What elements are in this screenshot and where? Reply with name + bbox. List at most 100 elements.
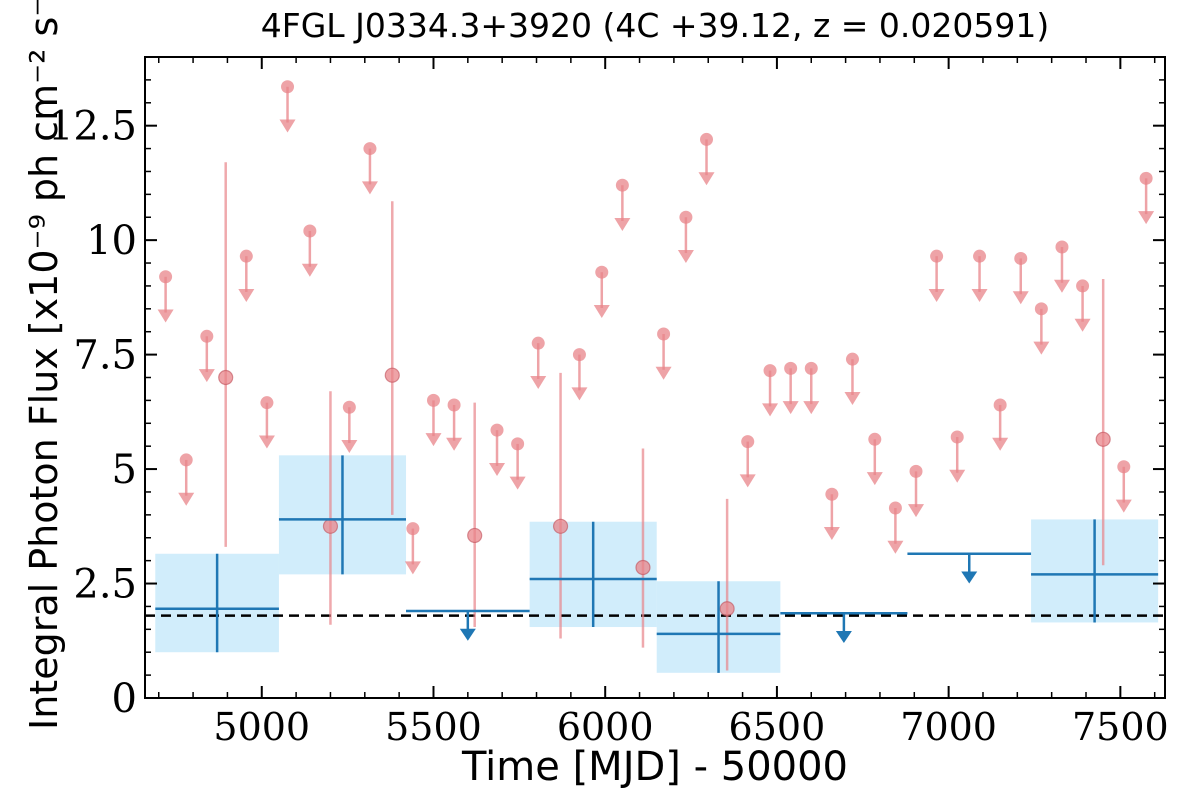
upper-limit-arrow [677,250,694,264]
upper-limit-arrow [593,304,610,318]
y-tick-label: 0 [112,676,137,722]
upper-limit-point [868,432,882,446]
detection-point [322,518,339,534]
upper-limit-arrow [614,217,631,231]
upper-limit-point [845,352,859,366]
upper-limit-arrow [803,401,820,415]
x-tick-label: 6500 [729,705,826,749]
upper-limit-point [447,398,461,412]
upper-limit-arrow [530,375,547,389]
axis-ticks: 5000 5500 6000 6500 7000 7500 0 2.5 5 7.5 10 12.5 [48,57,1169,749]
upper-limit-arrow [446,437,463,451]
detection-point [552,518,569,534]
upper-limit-point [200,329,214,343]
y-tick-label: 5 [112,447,137,493]
upper-limit-point [930,249,944,263]
upper-limit-arrow [157,309,174,323]
x-tick-label: 5000 [213,705,310,749]
detection-point [635,559,651,576]
upper-limit-point [1139,171,1153,185]
upper-limit-arrow [178,492,195,506]
upper-limit-point [1076,279,1090,293]
long-bin-arrow-head [961,571,978,584]
detection-point [384,367,400,383]
upper-limit-point [511,437,525,451]
upper-limit-point [303,224,317,238]
upper-limit-point [1014,251,1028,265]
upper-limit-point [1055,240,1069,254]
upper-limit-arrow [198,369,215,383]
upper-limit-arrow [698,172,715,186]
upper-limit-arrow [1115,499,1132,513]
upper-limit-arrow [301,263,318,277]
upper-limit-arrow [887,540,904,554]
upper-limit-arrow [971,288,988,302]
upper-limit-point [531,336,545,350]
upper-limit-arrow [1074,318,1091,332]
upper-limit-arrow [258,435,275,449]
upper-limit-arrow [1033,341,1050,355]
y-tick-label: 10 [86,218,137,264]
y-tick-label: 12.5 [48,104,137,150]
upper-limit-point [615,178,629,192]
upper-limit-point [281,80,295,94]
upper-limit-arrow [509,476,526,490]
x-axis-label: Time [MJD] - 50000 [461,744,849,790]
upper-limit-point [260,396,274,410]
upper-limit-point [179,453,193,467]
upper-limit-point [239,249,253,263]
upper-limit-point [804,361,818,375]
upper-limit-arrow [782,401,799,415]
upper-limit-arrow [361,181,378,195]
upper-limit-arrow [341,440,358,454]
upper-limit-point [159,270,173,284]
upper-limit-point [342,400,356,414]
detection-point [1095,431,1111,447]
upper-limit-arrow [425,433,442,447]
detection-point [467,527,483,544]
upper-limit-arrow [571,387,588,401]
upper-limit-point [1034,302,1048,316]
upper-limit-point [973,249,987,263]
upper-limit-point [657,327,671,341]
upper-limit-point [595,265,609,279]
short-bin-points [157,80,1155,671]
y-tick-label: 7.5 [73,333,137,379]
upper-limit-point [406,522,420,536]
upper-limit-arrow [823,527,840,541]
upper-limit-point [1117,460,1131,474]
x-tick-label: 5500 [385,705,482,749]
upper-limit-point [909,464,923,478]
y-axis-label: Integral Photon Flux [x10⁻⁹ ph cm⁻² s⁻¹] [22,0,66,730]
upper-limit-point [888,501,902,515]
upper-limit-point [572,348,586,362]
upper-limit-point [784,361,798,375]
upper-limit-point [763,364,777,378]
x-tick-label: 7500 [1072,705,1169,749]
upper-limit-arrow [908,504,925,518]
upper-limit-point [741,435,755,449]
upper-limit-arrow [762,403,779,417]
upper-limit-point [426,393,440,407]
upper-limit-arrow [238,288,255,302]
y-tick-label: 2.5 [73,562,137,608]
long-bin-points [155,455,1159,673]
upper-limit-arrow [655,366,672,380]
upper-limit-arrow [1053,279,1070,293]
x-tick-label: 7000 [900,705,997,749]
long-bin-arrow-head [835,631,852,644]
upper-limit-point [700,132,714,146]
upper-limit-arrow [866,472,883,486]
upper-limit-point [993,398,1007,412]
upper-limit-arrow [844,391,861,405]
upper-limit-arrow [739,474,756,488]
upper-limit-point [825,487,839,501]
upper-limit-point [363,142,377,156]
upper-limit-point [950,430,964,444]
chart-title: 4FGL J0334.3+3920 (4C +39.12, z = 0.0205… [260,6,1050,45]
upper-limit-point [490,423,504,437]
upper-limit-arrow [489,462,506,476]
upper-limit-arrow [404,561,421,575]
upper-limit-arrow [1138,211,1155,225]
